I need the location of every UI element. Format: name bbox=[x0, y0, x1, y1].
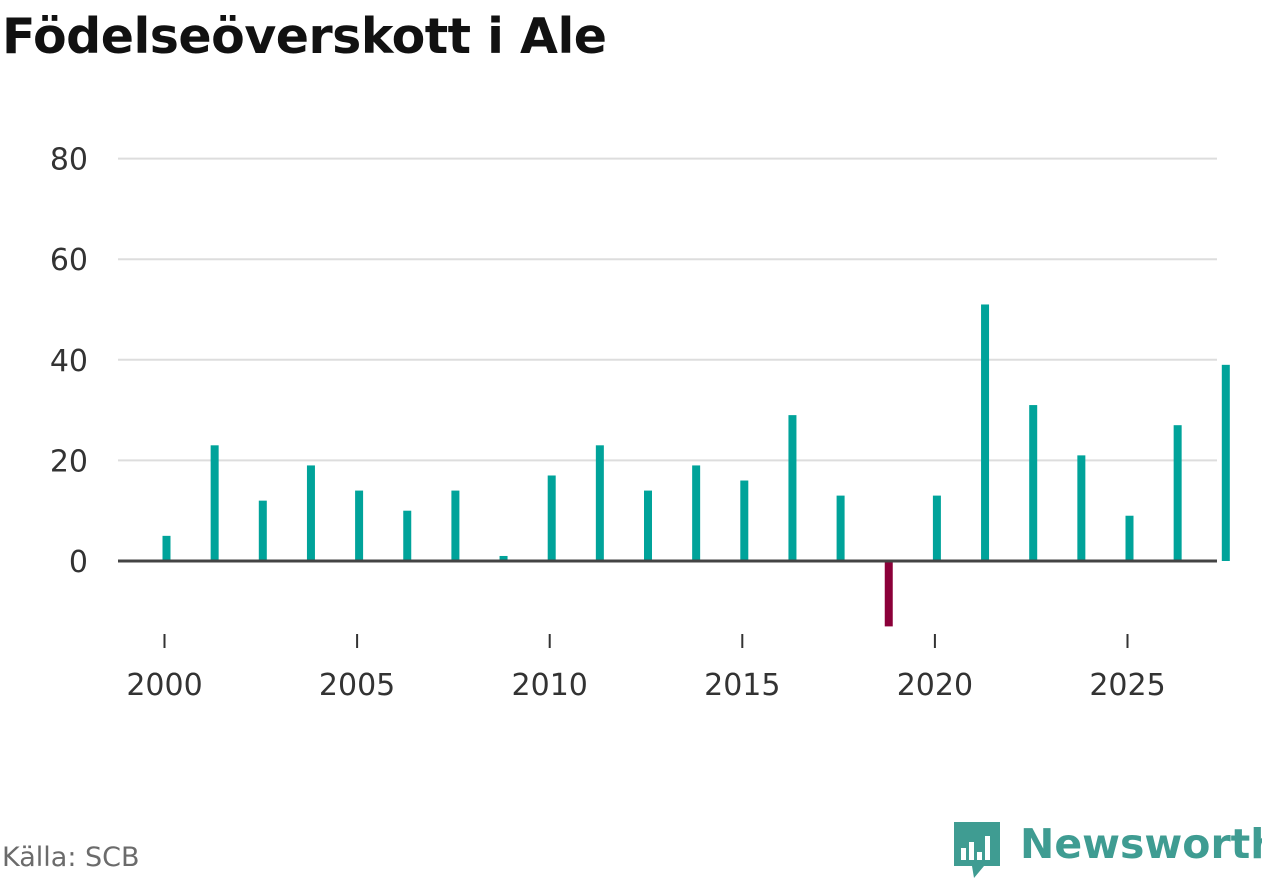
x-tick-label-2020: 2020 bbox=[897, 668, 973, 703]
y-tick-label-0: 0 bbox=[69, 545, 88, 580]
bar-13 bbox=[788, 415, 796, 561]
bar-3 bbox=[307, 465, 315, 561]
newsworthy-logo-icon bbox=[950, 820, 1004, 882]
x-tick-label-2010: 2010 bbox=[512, 668, 588, 703]
bar-11 bbox=[692, 465, 700, 561]
y-tick-label-60: 60 bbox=[50, 243, 88, 278]
x-tick-label-2015: 2015 bbox=[704, 668, 780, 703]
source-label: Källa: SCB bbox=[2, 842, 140, 873]
x-tick-label-2025: 2025 bbox=[1089, 668, 1165, 703]
bar-4 bbox=[355, 491, 363, 561]
bar-6 bbox=[451, 491, 459, 561]
bar-12 bbox=[740, 481, 748, 561]
x-tick-label-2005: 2005 bbox=[319, 668, 395, 703]
bar-20 bbox=[1126, 516, 1134, 561]
gridlines bbox=[118, 159, 1217, 461]
bar-9 bbox=[596, 445, 604, 561]
x-axis: 2000 2005 2010 2015 2020 2025 bbox=[118, 561, 1217, 703]
bar-19 bbox=[1077, 455, 1085, 561]
bar-14 bbox=[837, 496, 845, 561]
bar-1 bbox=[211, 445, 219, 561]
x-tick-label-2000: 2000 bbox=[126, 668, 202, 703]
bar-5 bbox=[403, 511, 411, 561]
bar-8 bbox=[548, 475, 556, 561]
brand-name: Newsworthy bbox=[1020, 820, 1262, 868]
y-tick-label-20: 20 bbox=[50, 444, 88, 479]
bars bbox=[163, 179, 1262, 627]
y-axis-ticks: 0 20 40 60 80 bbox=[50, 143, 88, 580]
bar-16 bbox=[933, 496, 941, 561]
y-tick-label-80: 80 bbox=[50, 143, 88, 178]
bar-22 bbox=[1222, 365, 1230, 561]
bar-21 bbox=[1174, 425, 1182, 561]
bar-18 bbox=[1029, 405, 1037, 561]
bar-2 bbox=[259, 501, 267, 561]
bar-10 bbox=[644, 491, 652, 561]
bar-0 bbox=[163, 536, 171, 561]
bar-15 bbox=[885, 561, 893, 626]
bar-17 bbox=[981, 304, 989, 561]
y-tick-label-40: 40 bbox=[50, 344, 88, 379]
